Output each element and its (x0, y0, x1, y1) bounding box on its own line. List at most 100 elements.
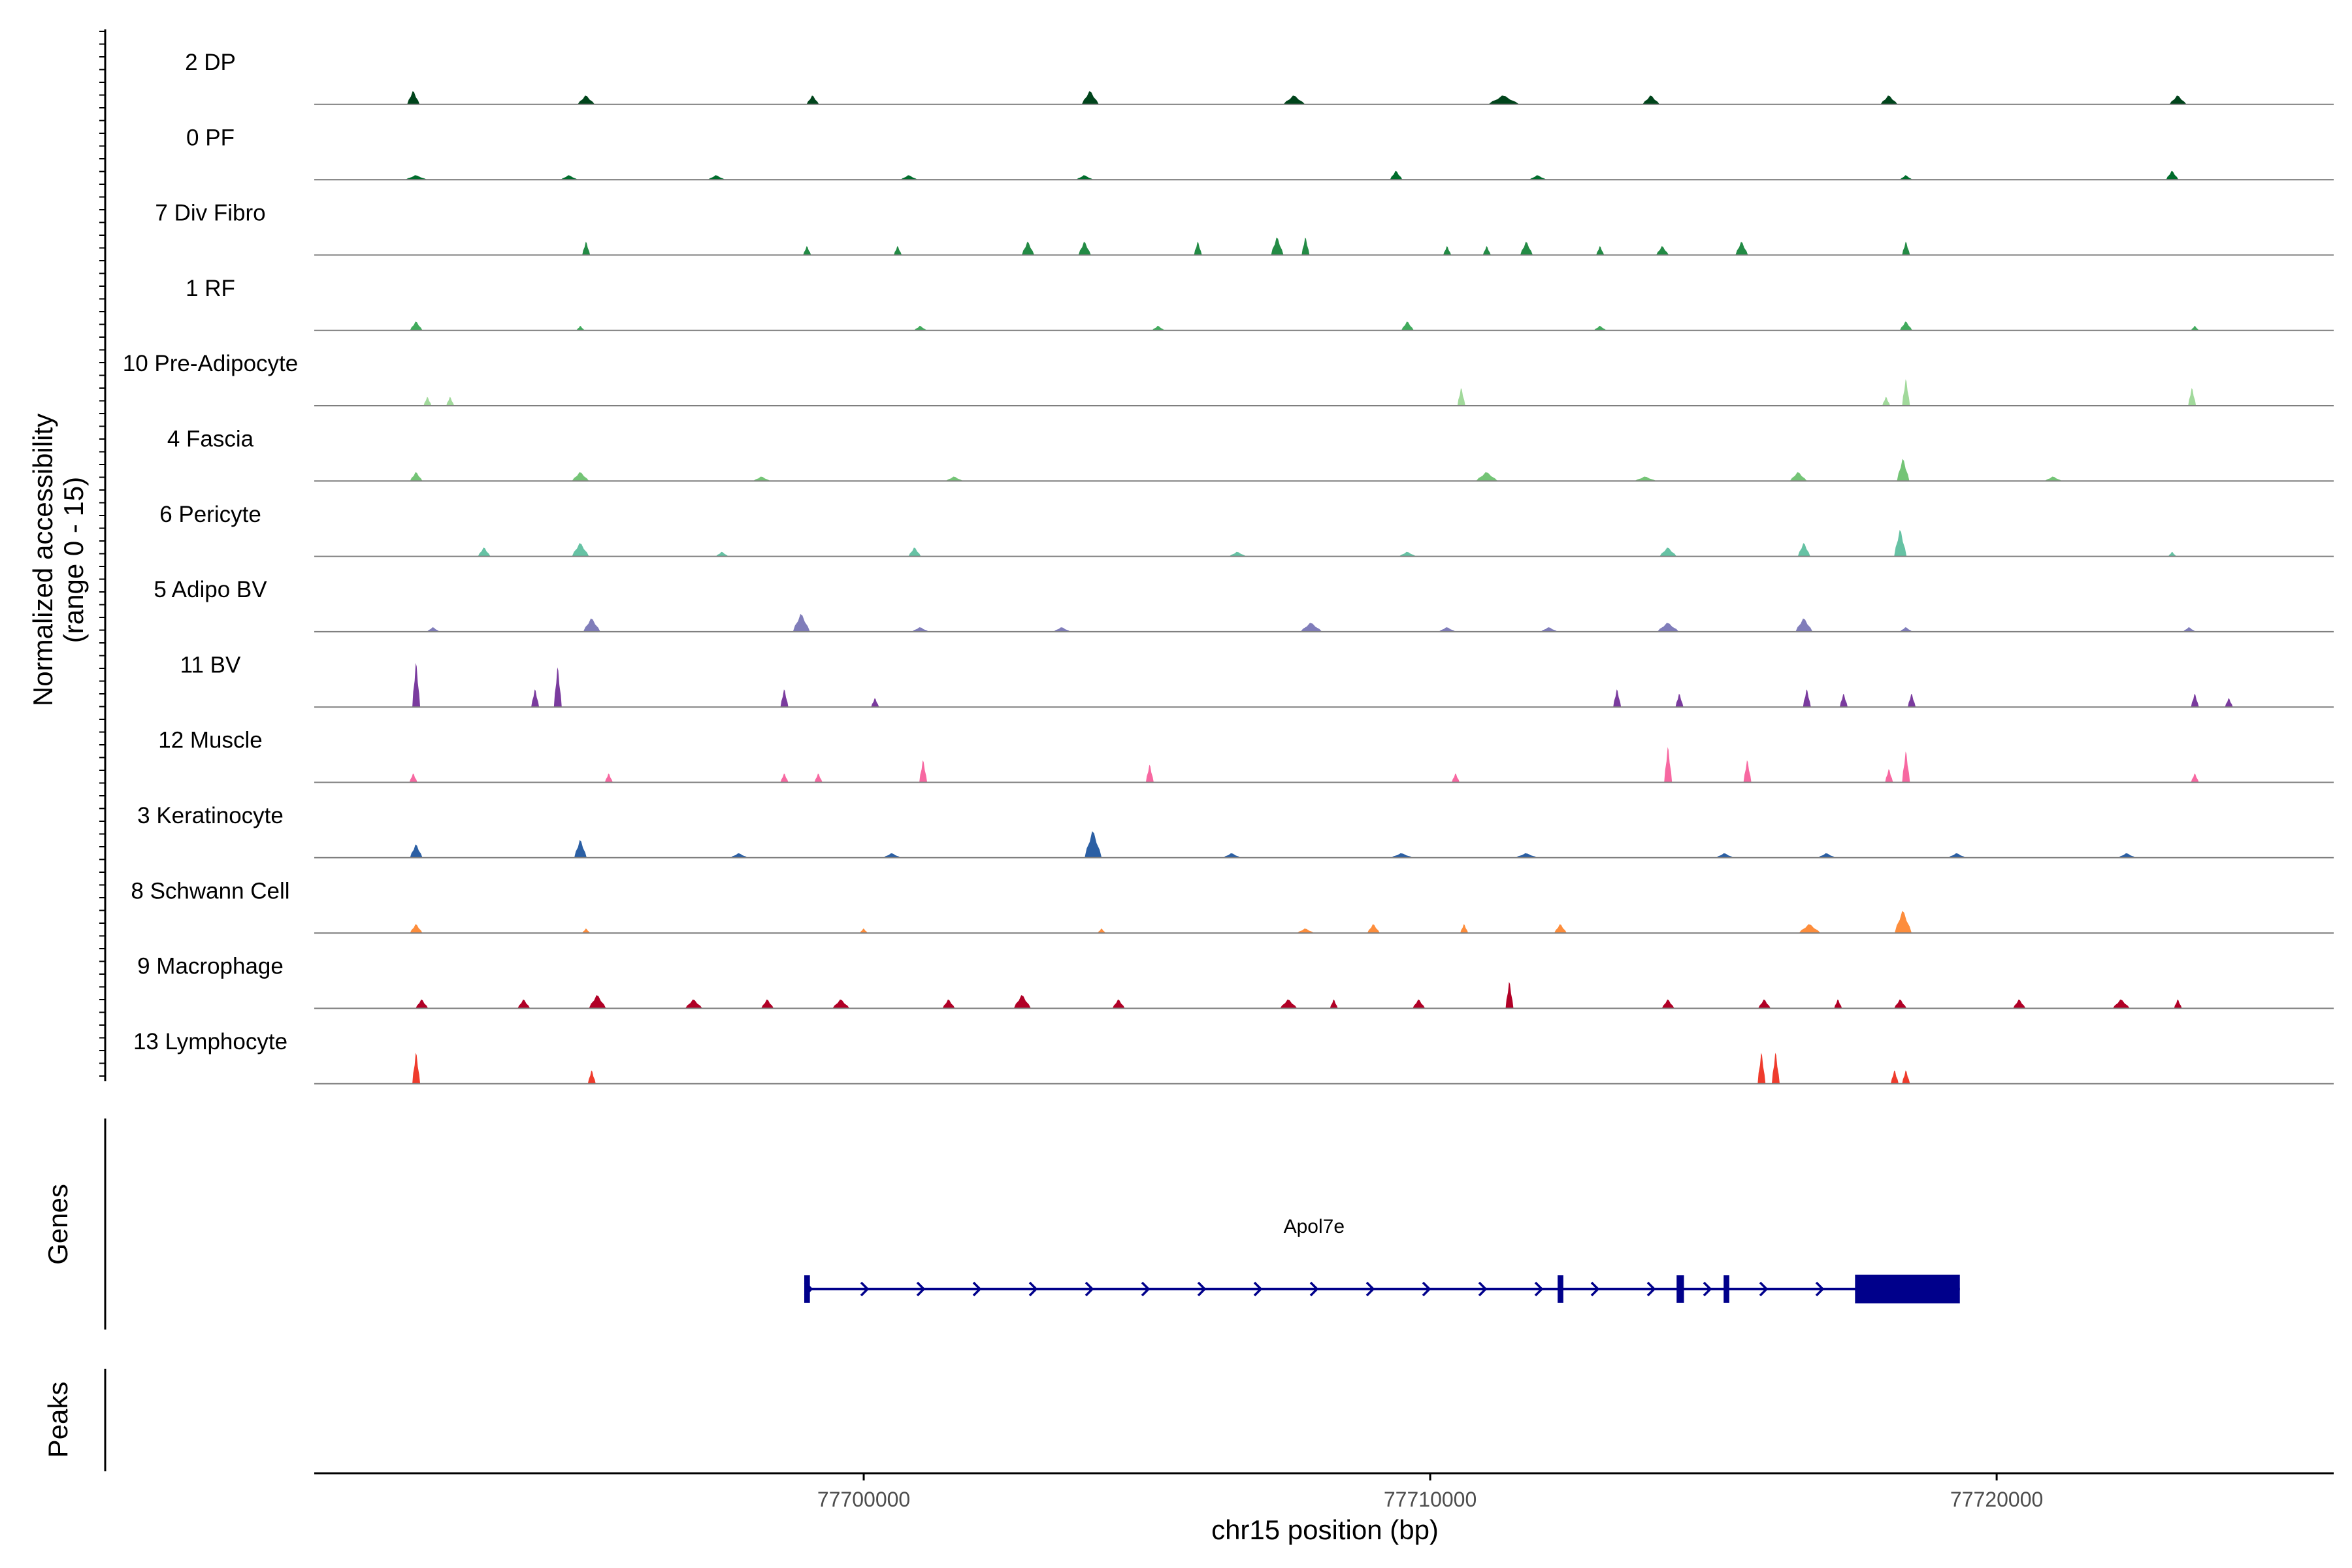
track-3: 7 Div Fibro (155, 201, 2334, 256)
track-label: 9 Macrophage (137, 954, 284, 979)
coverage-peak (583, 618, 600, 632)
coverage-peak (908, 547, 921, 557)
coverage-peak (1834, 999, 1842, 1009)
coverage-peak (1897, 459, 1910, 482)
coverage-peak (1661, 999, 1674, 1009)
coverage-peak (1880, 95, 1898, 105)
coverage-peak (1642, 95, 1660, 105)
strand-arrow (1646, 1281, 1656, 1297)
gene-model (804, 1275, 1960, 1303)
coverage-peak (587, 1070, 596, 1084)
coverage-peak (730, 853, 748, 858)
coverage-peak (531, 689, 540, 708)
coverage-peak (894, 246, 902, 255)
coverage-peak (2191, 693, 2199, 708)
track-label: 12 Muscle (158, 728, 263, 753)
coverage-peak (1145, 764, 1154, 783)
coverage-peak (1797, 543, 1810, 557)
coverage-tracks: 2 DP 0 PF 7 Div Fibro 1 RF 10 Pre-Adipocyte 4… (123, 50, 2334, 1085)
coverage-peak (1554, 924, 1567, 934)
gene-exon (1558, 1275, 1563, 1303)
coverage-peak (1593, 325, 1607, 331)
gene-exon (1676, 1275, 1684, 1303)
track-7: 6 Pericyte (159, 502, 2334, 557)
coverage-peak (1085, 831, 1102, 858)
coverage-peak (1460, 924, 1469, 934)
coverage-peak (1520, 242, 1533, 255)
track-label: 13 Lymphocyte (133, 1029, 287, 1054)
strand-arrow (1478, 1281, 1488, 1297)
track-9: 11 BV (180, 652, 2334, 708)
coverage-peak (780, 689, 789, 708)
coverage-peak (1716, 853, 1733, 858)
track-8: 5 Adipo BV (154, 577, 2334, 632)
coverage-peak (708, 175, 725, 180)
strand-arrow (1703, 1281, 1712, 1297)
coverage-peak (604, 774, 613, 783)
coverage-peak (1772, 1053, 1780, 1084)
gene-label: Apol7e (1284, 1216, 1345, 1237)
coverage-peak (1656, 246, 1669, 255)
coverage-peak (1758, 999, 1771, 1009)
track-6: 4 Fascia (167, 427, 2334, 482)
x-axis: 77700000 77710000 77720000 (314, 1472, 2334, 1511)
peaks-panel-label: Peaks (42, 1382, 73, 1458)
strand-arrow (860, 1281, 870, 1297)
track-label: 11 BV (180, 652, 241, 678)
track-11: 3 Keratinocyte (137, 803, 2334, 858)
coverage-peak (423, 397, 432, 406)
gene-exon (1723, 1275, 1729, 1303)
y-axis-title: Normalized accessibility (27, 414, 58, 706)
coverage-peak (1401, 321, 1414, 331)
track-13: 9 Macrophage (137, 954, 2334, 1009)
strand-arrow (916, 1281, 926, 1297)
coverage-peak (1271, 237, 1284, 255)
coverage-peak (578, 95, 595, 105)
coverage-peak (1488, 95, 1520, 105)
x-axis-ticks: 77700000 77710000 77720000 (817, 1473, 2043, 1511)
coverage-peak (1053, 627, 1071, 632)
coverage-peak (1367, 924, 1380, 934)
coverage-peak (2183, 627, 2196, 632)
coverage-peak (1657, 623, 1679, 632)
coverage-peak (410, 924, 423, 934)
left-axes (99, 29, 106, 1471)
coverage-peak (1413, 999, 1426, 1009)
coverage-peak (883, 853, 901, 858)
coverage-peak (1076, 175, 1094, 180)
coverage-peak (914, 325, 927, 331)
coverage-peak (2174, 999, 2182, 1009)
coverage-peak (1541, 627, 1558, 632)
track-label: 10 Pre-Adipocyte (123, 351, 298, 376)
x-tick-label: 77700000 (817, 1488, 910, 1511)
coverage-peak (780, 774, 789, 783)
coverage-peak (2191, 325, 2199, 331)
coverage-peak (1482, 246, 1491, 255)
coverage-peak (2118, 853, 2136, 858)
coverage-peak (410, 321, 423, 331)
coverage-peak (1301, 237, 1310, 255)
coverage-peak (2166, 171, 2179, 180)
coverage-peak (1743, 760, 1752, 783)
track-label: 7 Div Fibro (155, 201, 265, 226)
strand-arrow (1590, 1281, 1600, 1297)
coverage-peak (1818, 853, 1835, 858)
coverage-peak (1902, 242, 1910, 255)
coverage-peak (410, 844, 423, 858)
gene-utr-block (1855, 1275, 1960, 1303)
track-label: 8 Schwann Cell (131, 878, 289, 904)
coverage-peak (761, 999, 774, 1009)
track-label: 0 PF (186, 125, 235, 150)
coverage-peak (1795, 618, 1813, 632)
gene-panel: Apol7e (804, 1216, 1960, 1303)
coverage-peak (1885, 769, 1893, 783)
coverage-peak (1529, 175, 1546, 180)
coverage-peak (1439, 627, 1456, 632)
coverage-peak (860, 928, 868, 934)
coverage-peak (1443, 246, 1452, 255)
coverage-peak (1596, 246, 1605, 255)
coverage-peak (715, 551, 728, 557)
coverage-peak (1894, 530, 1907, 557)
coverage-peak (1280, 999, 1298, 1009)
coverage-peak (2225, 698, 2233, 708)
